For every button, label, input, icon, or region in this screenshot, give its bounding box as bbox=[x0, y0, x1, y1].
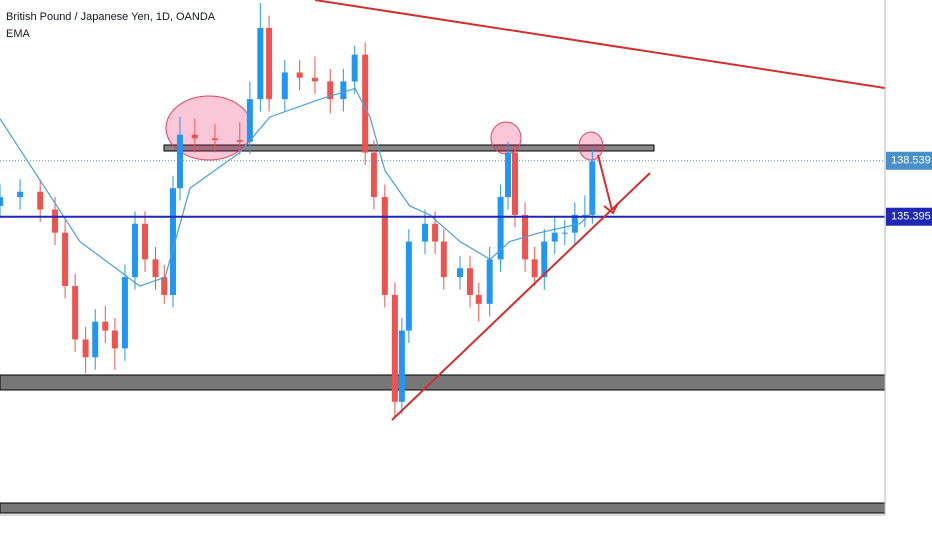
axes: 138.539 135.395 bbox=[886, 151, 932, 226]
candle-body bbox=[432, 223, 439, 242]
candle-body bbox=[52, 209, 59, 233]
highlight-ellipse bbox=[578, 131, 604, 161]
candle-body bbox=[581, 214, 588, 216]
candle-body bbox=[161, 277, 168, 295]
candle-body bbox=[497, 197, 504, 260]
support-zone bbox=[0, 502, 886, 514]
drawings bbox=[0, 95, 886, 514]
candle-body bbox=[422, 223, 429, 242]
chart-title: British Pound / Japanese Yen, 1D, OANDA bbox=[6, 11, 216, 23]
candle-body bbox=[92, 321, 99, 358]
support-zone bbox=[0, 374, 886, 391]
last-price-label: 138.539 bbox=[891, 155, 931, 167]
level-box bbox=[886, 207, 932, 226]
price-axis-panel bbox=[885, 0, 932, 550]
candle-body bbox=[142, 223, 149, 260]
candle-body bbox=[62, 232, 69, 287]
candle-body bbox=[398, 330, 405, 402]
candle-body bbox=[191, 134, 198, 139]
candle-body bbox=[211, 138, 218, 141]
resistance-zone bbox=[163, 144, 655, 152]
candle-body bbox=[266, 27, 273, 100]
candle-body bbox=[169, 188, 176, 295]
candle-body bbox=[531, 259, 538, 278]
candle-body bbox=[121, 277, 128, 349]
candle-body bbox=[475, 294, 482, 304]
candle-body bbox=[440, 241, 447, 278]
candle-body bbox=[391, 294, 398, 402]
indicator-label: EMA bbox=[6, 28, 31, 40]
plot bbox=[0, 3, 885, 417]
candle-body bbox=[176, 134, 183, 189]
candle-body bbox=[551, 232, 558, 242]
candle-body bbox=[467, 268, 474, 295]
trend-line bbox=[391, 172, 651, 421]
candle-body bbox=[152, 259, 159, 278]
candle-body bbox=[351, 54, 358, 82]
candle-body bbox=[370, 152, 377, 198]
candle-body bbox=[111, 330, 118, 349]
candle-body bbox=[541, 241, 548, 278]
highlight-ellipse bbox=[490, 121, 522, 155]
candle-body bbox=[456, 268, 463, 278]
candle-body bbox=[340, 81, 347, 100]
candle-body bbox=[17, 191, 24, 198]
candle-body bbox=[589, 161, 596, 215]
candle-body bbox=[512, 152, 519, 215]
candle-body bbox=[0, 197, 3, 206]
candle-body bbox=[311, 77, 318, 82]
level-label: 135.395 bbox=[891, 211, 931, 223]
candle-body bbox=[37, 191, 44, 210]
time-axis-panel bbox=[0, 515, 932, 550]
candle-body bbox=[327, 81, 334, 100]
candle-body bbox=[381, 197, 388, 295]
drawings-top bbox=[314, 0, 886, 421]
candle-body bbox=[362, 54, 369, 153]
candle-body bbox=[246, 99, 253, 142]
candle-body bbox=[486, 259, 493, 304]
ema-line bbox=[0, 87, 596, 287]
arrow bbox=[597, 154, 613, 211]
arrow-head bbox=[603, 202, 619, 215]
candle-body bbox=[571, 214, 578, 233]
candle-body bbox=[505, 152, 512, 198]
candle-body bbox=[257, 27, 264, 100]
candle-body bbox=[82, 339, 89, 358]
candle-body bbox=[405, 241, 412, 331]
trend-line bbox=[314, 0, 886, 89]
last-price-box bbox=[886, 151, 932, 170]
candle-body bbox=[561, 232, 568, 234]
candle-body bbox=[296, 72, 303, 78]
candle-body bbox=[236, 140, 243, 142]
candle-body bbox=[72, 286, 79, 340]
candle-body bbox=[281, 72, 288, 100]
candle-body bbox=[131, 223, 138, 278]
candle-body bbox=[102, 321, 109, 331]
